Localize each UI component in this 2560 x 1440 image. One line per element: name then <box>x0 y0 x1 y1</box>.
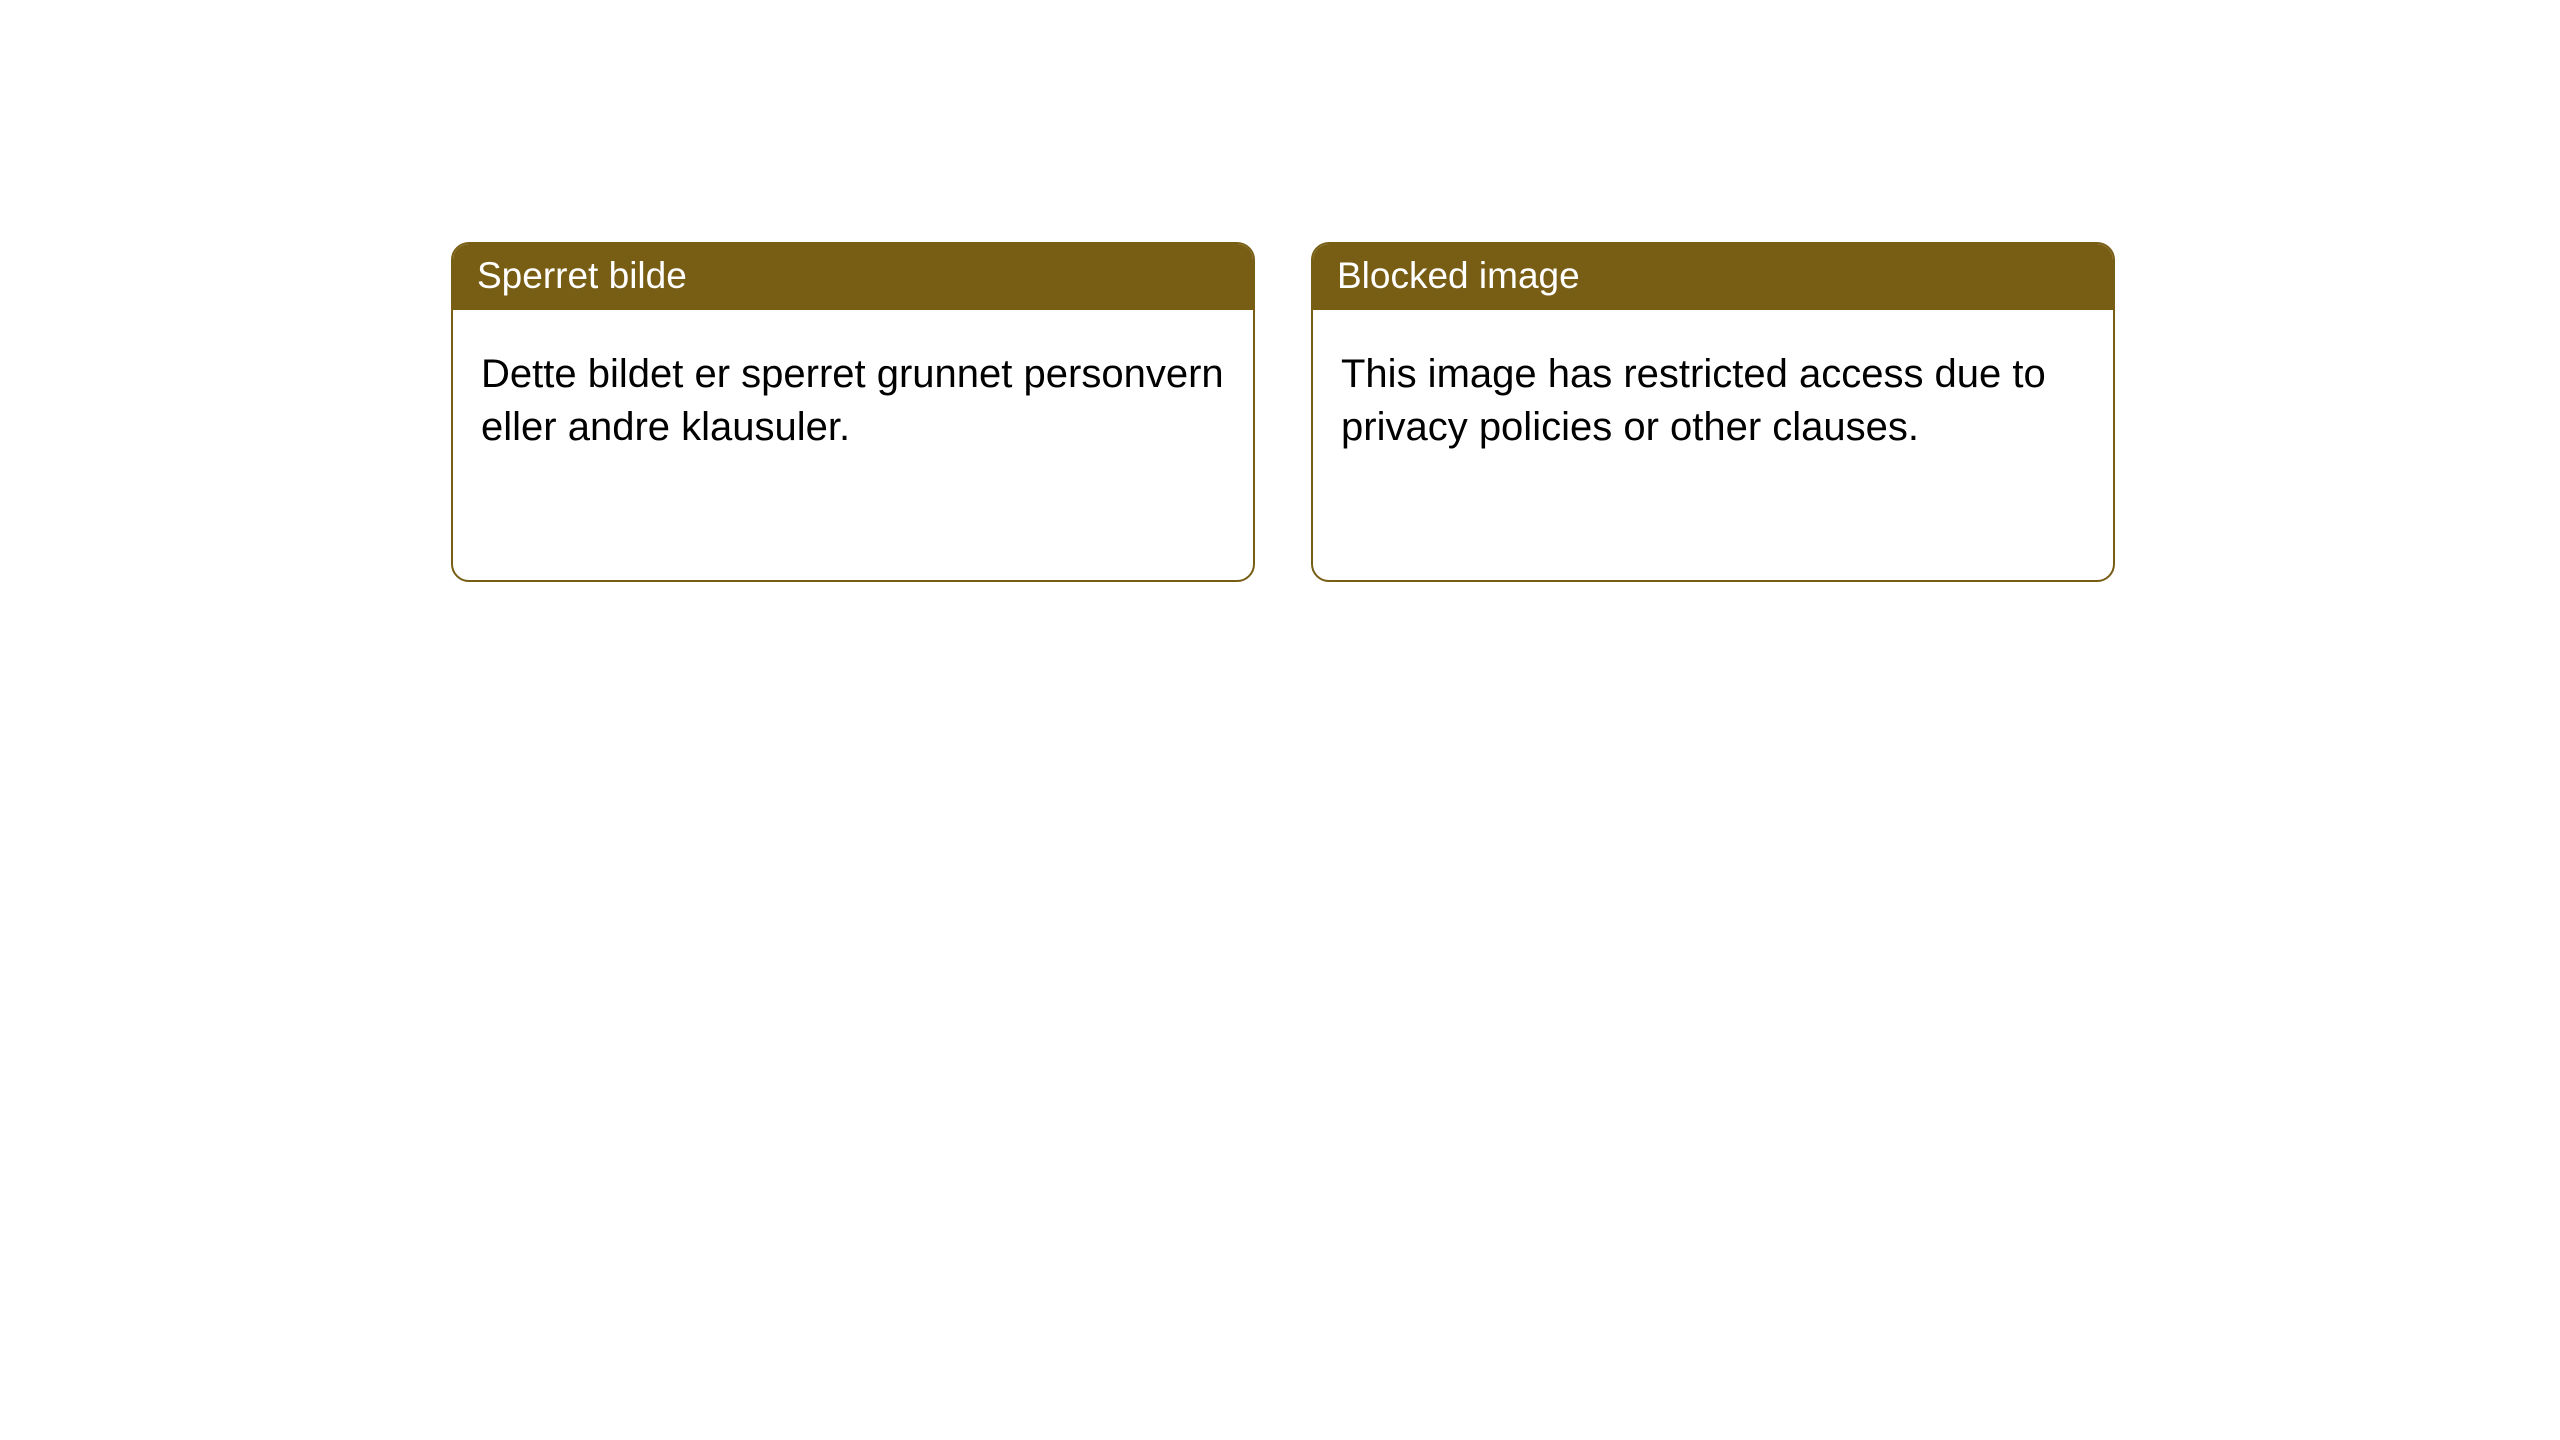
notice-card-english: Blocked image This image has restricted … <box>1311 242 2115 582</box>
notice-container: Sperret bilde Dette bildet er sperret gr… <box>0 0 2560 582</box>
notice-card-norwegian: Sperret bilde Dette bildet er sperret gr… <box>451 242 1255 582</box>
notice-body: This image has restricted access due to … <box>1313 310 2113 580</box>
notice-title: Sperret bilde <box>453 244 1253 310</box>
notice-body: Dette bildet er sperret grunnet personve… <box>453 310 1253 580</box>
notice-title: Blocked image <box>1313 244 2113 310</box>
